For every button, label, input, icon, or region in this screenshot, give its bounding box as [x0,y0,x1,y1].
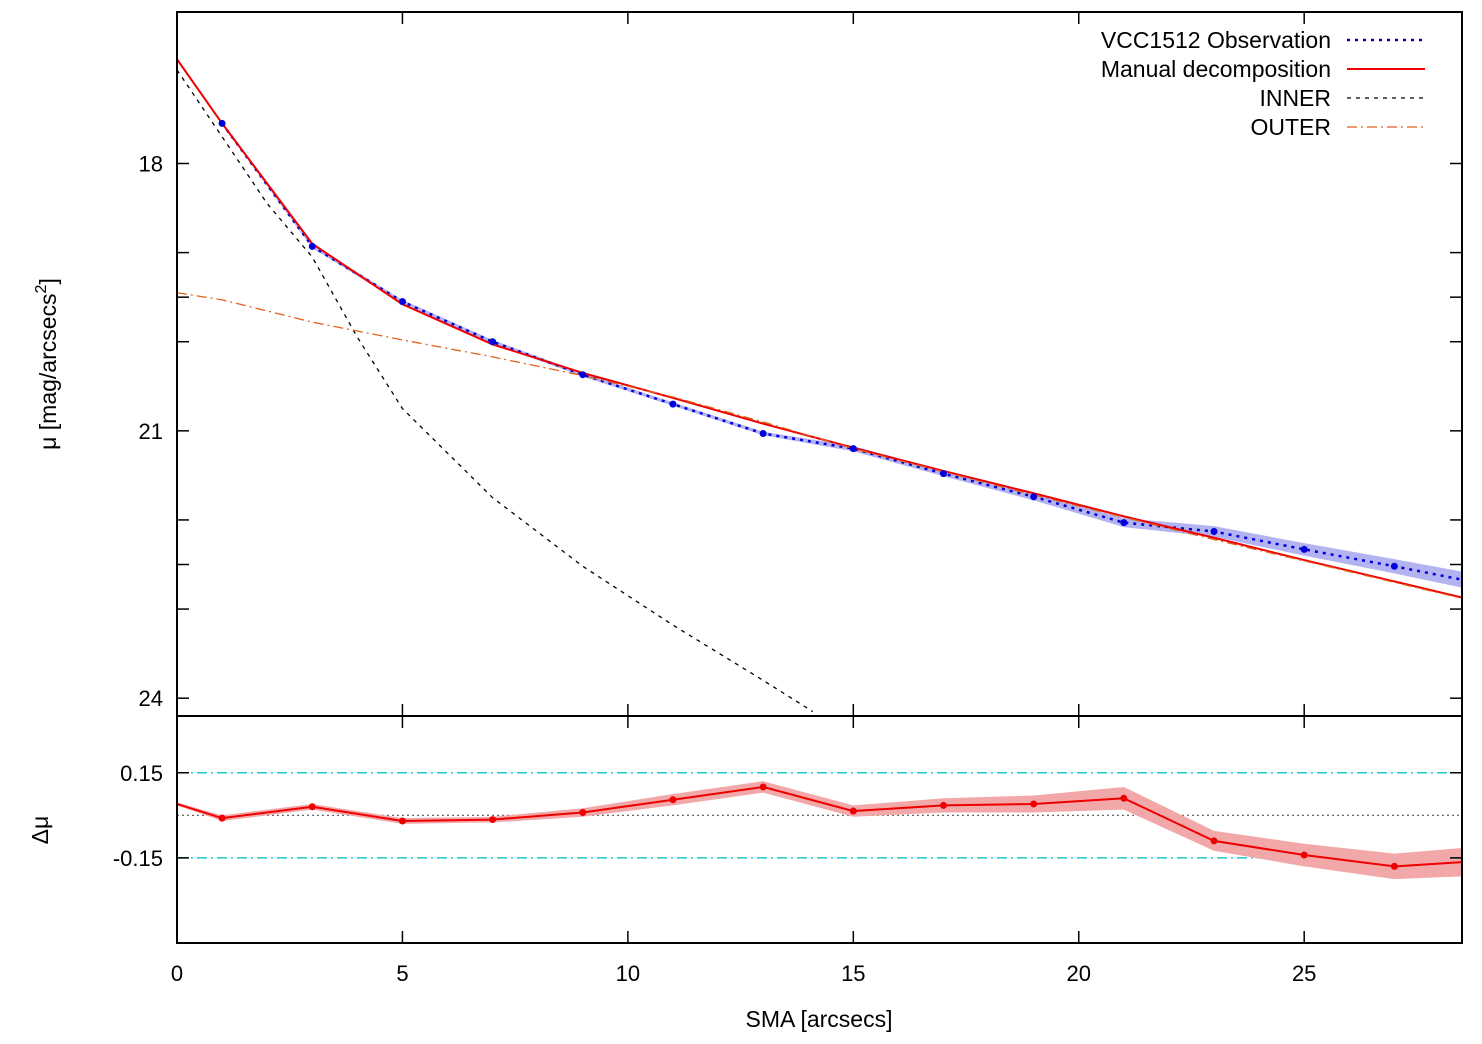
residual-points [218,783,1398,870]
main-y-axis-title: μ [mag/arcsecs2] [33,278,61,450]
vcc1512-observation-point [669,400,677,408]
vcc1512-observation-point [1300,545,1308,553]
ylabel-base: μ [mag/arcsecs [35,293,61,449]
legend-label-outer: OUTER [1251,114,1332,140]
residual-point [669,796,677,804]
residual-y-axis-title: Δμ [27,816,53,845]
outer-line [177,292,1462,600]
residual-line [177,785,1462,868]
x-tick-label: 20 [1067,961,1091,986]
residual-lines [177,785,1462,868]
vcc1512-observation-point [579,371,587,379]
vcc1512-observation-point [218,119,226,127]
x-tick-label: 10 [616,961,640,986]
main-panel: 18 21 24 VCC1512 Observation Manual decompo… [33,11,1463,717]
residual-point [1300,851,1308,859]
legend: VCC1512 Observation Manual decomposition I… [1101,27,1425,140]
main-y-tick-label: 18 [139,151,163,176]
residual-point [489,816,497,824]
main-y-tick-label: 21 [139,419,163,444]
residual-panel: 0 5 10 15 20 25 0.15 -0.15 Δμ SMA [arcsecs] [27,715,1463,1032]
x-tick-label: 25 [1292,961,1316,986]
vcc1512-observation-line [221,122,1462,581]
main-points [218,119,1398,570]
vcc1512-observation-point [849,445,857,453]
main-bands [222,122,1462,588]
residual-point [1030,800,1038,808]
residual-point [218,814,226,822]
residual-point [849,807,857,815]
residual-y-tick-label: 0.15 [120,761,163,786]
residual-reference-lines [177,772,1462,859]
residual-point [939,801,947,809]
residual-point [1390,862,1398,870]
x-tick-label: 15 [841,961,865,986]
residual-point [308,803,316,811]
residual-point [398,817,406,825]
vcc1512-observation-point [1390,562,1398,570]
residual-ticks: 0 5 10 15 20 25 0.15 -0.15 [113,716,1462,986]
x-axis-title: SMA [arcsecs] [746,1006,893,1032]
residual-point [1210,837,1218,845]
vcc1512-observation-point [1030,493,1038,501]
vcc1512-observation-point [759,430,767,438]
residual-uncertainty-band [177,781,1462,880]
x-tick-label: 0 [171,961,183,986]
main-ticks: 18 21 24 [139,12,1462,716]
residual-y-tick-label: -0.15 [113,846,163,871]
residual-point [579,808,587,816]
vcc1512-observation-point [939,470,947,478]
vcc1512-observation-point [489,338,497,346]
main-y-tick-label: 24 [139,686,163,711]
residual-plot-frame [176,715,1463,944]
residual-bands [177,781,1462,880]
residual-point [759,783,767,791]
vcc1512-observation-point [398,298,406,306]
legend-label-vcc1512-observation: VCC1512 Observation [1101,27,1331,53]
ylabel-superscript: 2 [33,284,50,293]
main-lines [177,58,1462,713]
residual-point [1120,794,1128,802]
vcc1512-observation-point [308,242,316,250]
inner-line [177,69,814,713]
x-tick-label: 5 [396,961,408,986]
vcc1512-observation-point [1210,528,1218,536]
ylabel-end: ] [35,278,61,284]
legend-label-manual-decomposition: Manual decomposition [1101,56,1331,82]
legend-label-inner: INNER [1259,85,1331,111]
vcc1512-observation-uncertainty-band [222,122,1462,588]
vcc1512-observation-point [1120,519,1128,527]
